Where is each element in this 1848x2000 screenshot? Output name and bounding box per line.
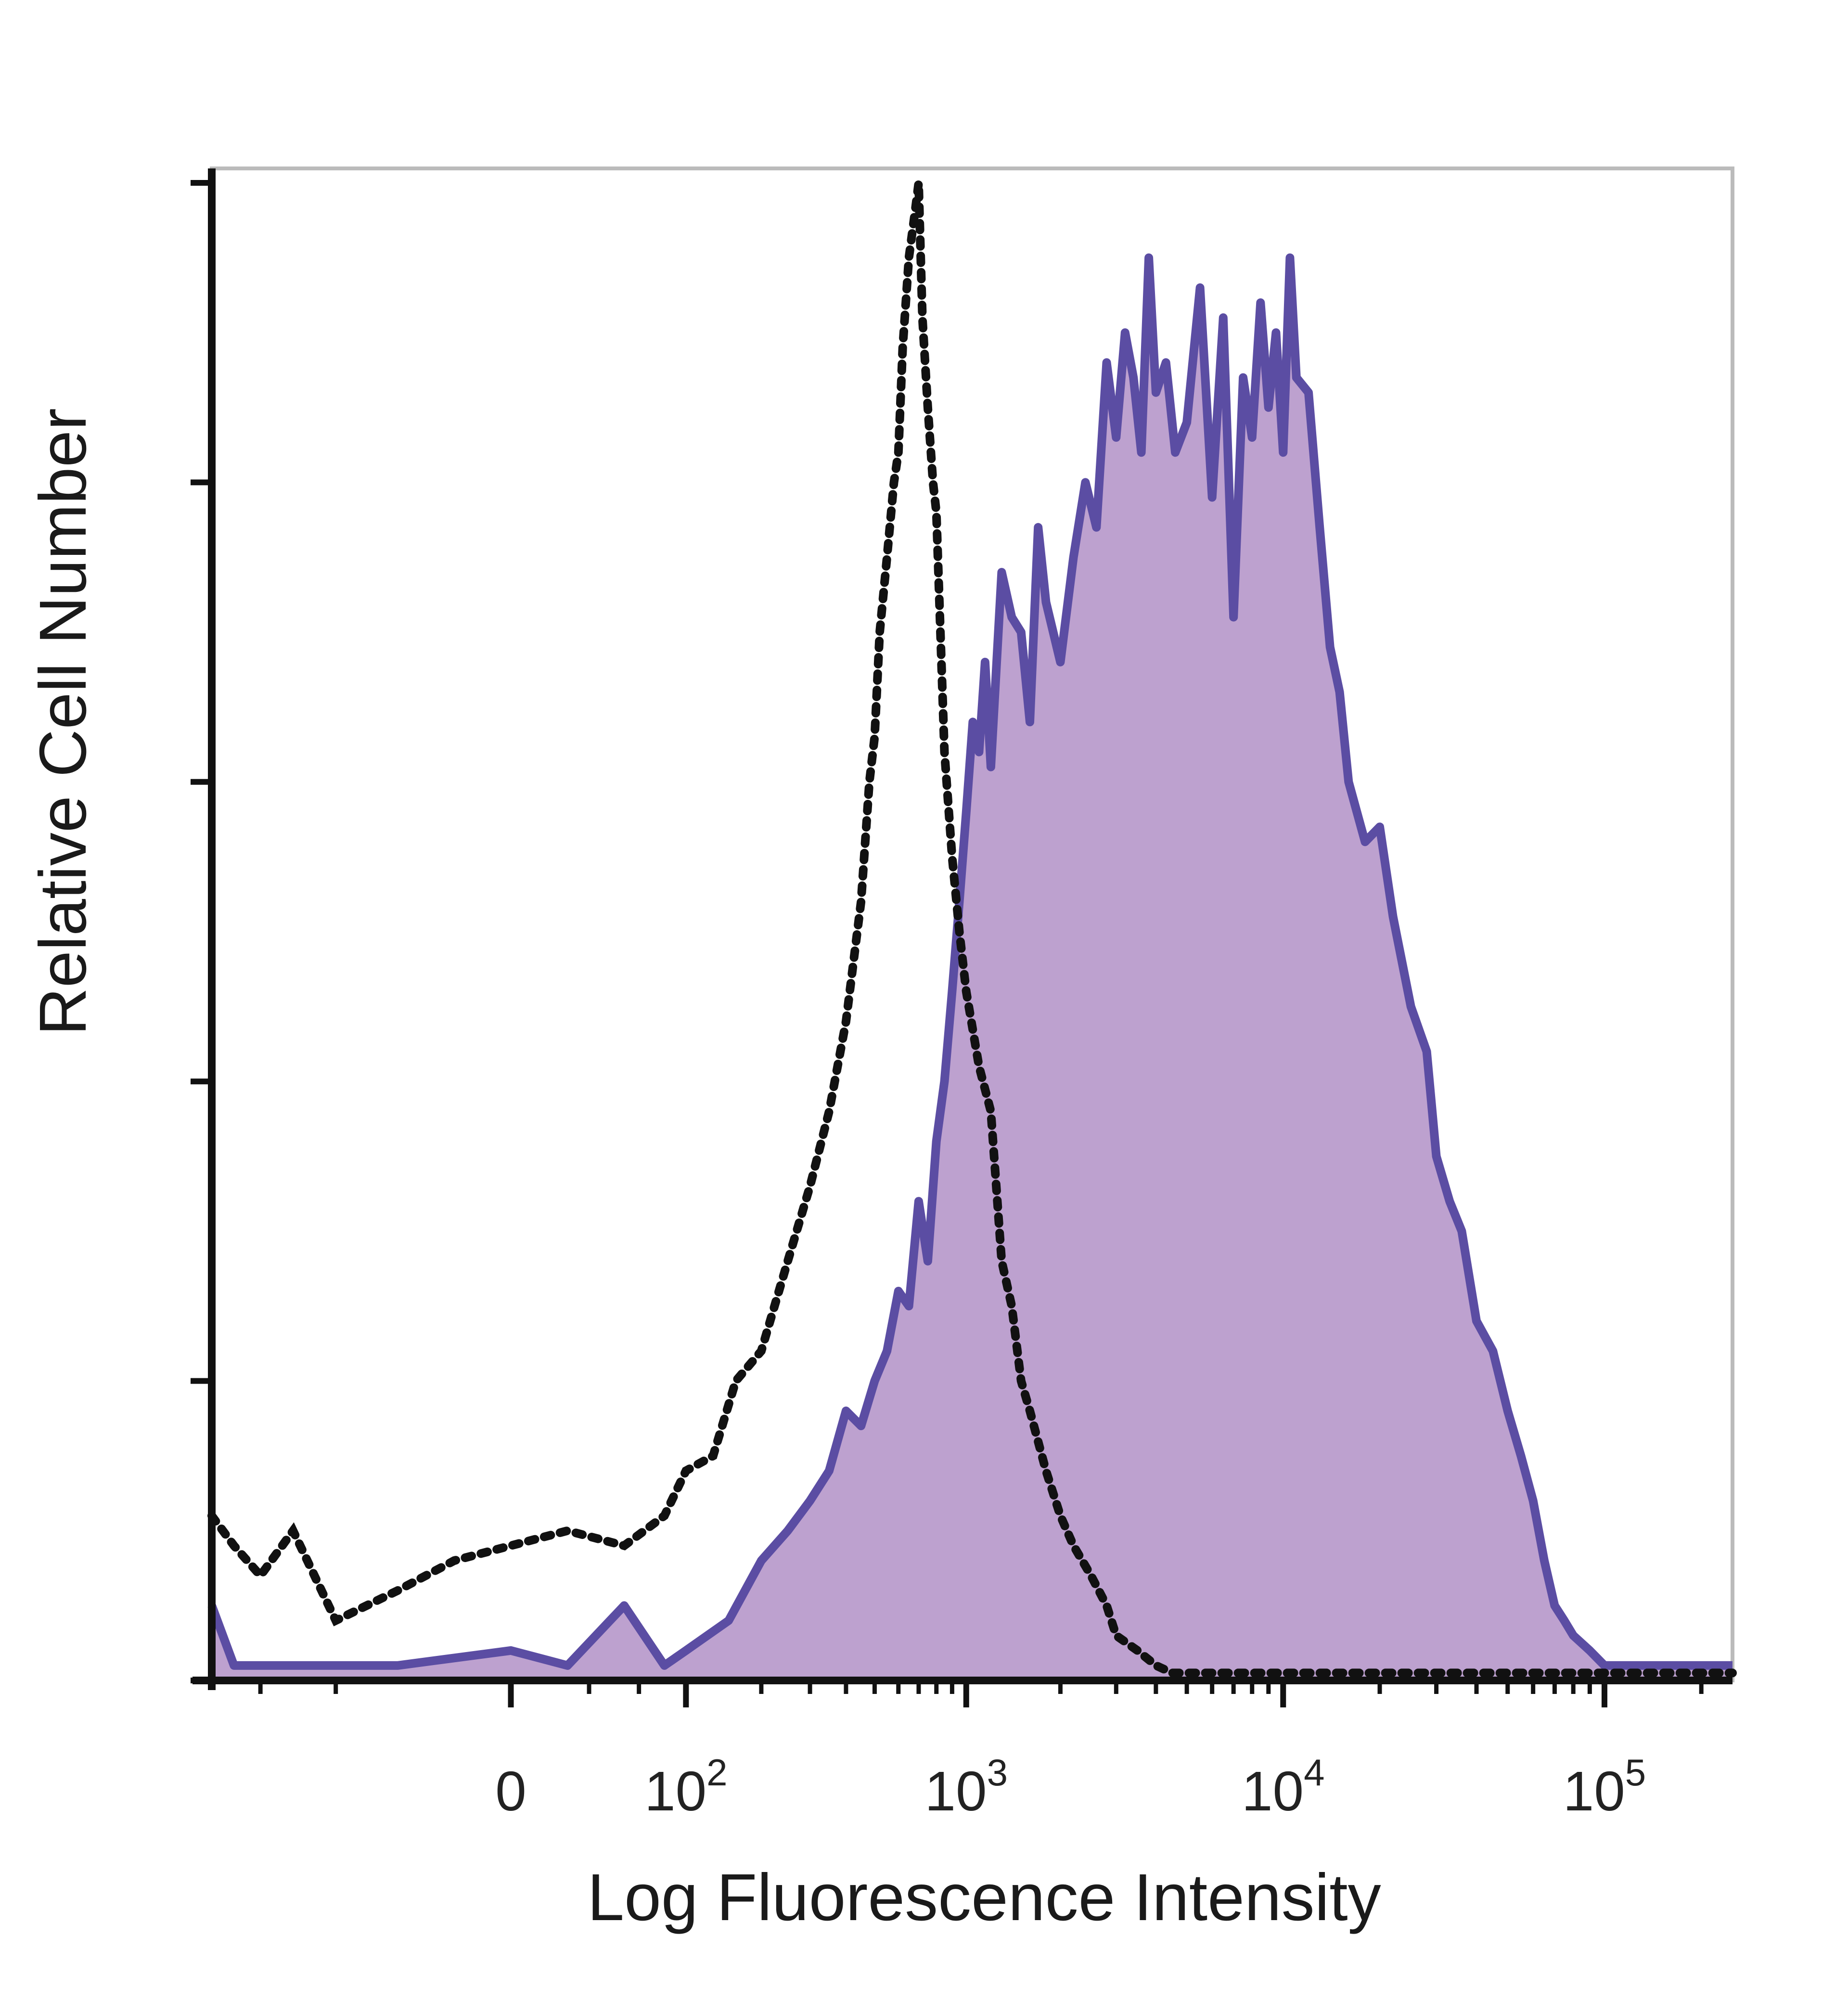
plot-area	[207, 167, 1737, 1682]
y-axis	[191, 168, 216, 1690]
x-tick-label-base: 10	[925, 1760, 987, 1822]
x-tick-label-base: 10	[1242, 1760, 1304, 1822]
x-axis: 0 102 103 104 105	[192, 1677, 1732, 1822]
x-tick-label-base: 0	[495, 1760, 526, 1822]
x-tick-label-exponent: 5	[1625, 1751, 1646, 1794]
x-tick-label: 103	[925, 1751, 1008, 1822]
x-tick-label: 105	[1563, 1751, 1646, 1822]
stained-histogram-fill	[212, 257, 1732, 1680]
x-axis-title: Log Fluorescence Intensity	[587, 1860, 1381, 1935]
x-tick-label-exponent: 3	[987, 1751, 1008, 1794]
x-tick-label: 0	[495, 1760, 526, 1822]
x-tick-label-exponent: 4	[1304, 1751, 1324, 1794]
x-tick-label-exponent: 2	[706, 1751, 727, 1794]
x-tick-label-base: 10	[1563, 1760, 1625, 1822]
x-tick-label-base: 10	[644, 1760, 706, 1822]
stained-histogram-line	[207, 253, 1732, 1670]
y-axis-title: Relative Cell Number	[26, 408, 100, 1036]
x-tick-label: 102	[644, 1751, 727, 1822]
control-histogram-line	[207, 182, 1737, 1678]
x-tick-label: 104	[1242, 1751, 1324, 1822]
